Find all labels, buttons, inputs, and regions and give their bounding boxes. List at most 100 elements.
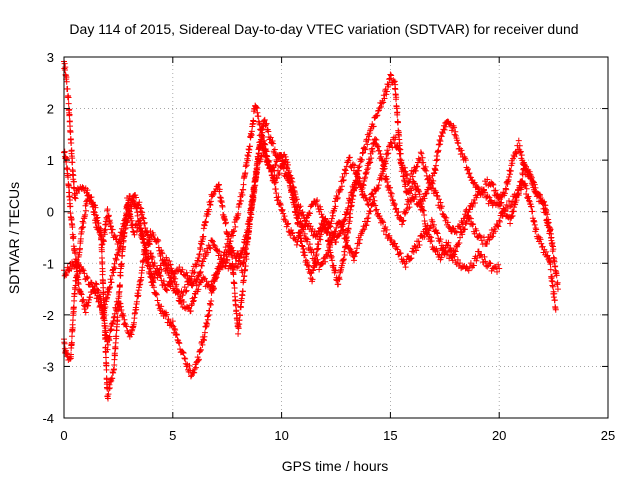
data-point-marker bbox=[347, 214, 354, 221]
data-point-marker bbox=[452, 128, 459, 135]
data-point-marker bbox=[105, 391, 112, 398]
data-point-marker bbox=[473, 227, 480, 234]
data-point-marker bbox=[197, 246, 204, 253]
data-point-marker bbox=[496, 218, 503, 225]
data-point-marker bbox=[549, 278, 556, 285]
data-point-marker bbox=[111, 260, 118, 267]
data-point-marker bbox=[235, 210, 242, 217]
data-point-marker bbox=[61, 148, 68, 155]
data-point-marker bbox=[145, 240, 152, 247]
data-point-marker bbox=[271, 179, 278, 186]
data-point-marker bbox=[288, 230, 295, 237]
data-point-marker bbox=[463, 164, 470, 171]
data-point-marker bbox=[325, 249, 332, 256]
data-point-marker bbox=[112, 265, 119, 272]
data-point-marker bbox=[186, 277, 193, 284]
data-point-marker bbox=[253, 174, 260, 181]
data-point-marker bbox=[392, 206, 399, 213]
data-point-marker bbox=[204, 211, 211, 218]
data-point-marker bbox=[106, 333, 113, 340]
data-point-marker bbox=[423, 230, 430, 237]
data-point-marker bbox=[532, 184, 539, 191]
data-point-marker bbox=[284, 159, 291, 166]
data-point-marker bbox=[372, 202, 379, 209]
data-point-marker bbox=[306, 263, 313, 270]
data-point-marker bbox=[281, 213, 288, 220]
data-point-marker bbox=[458, 147, 465, 154]
data-point-marker bbox=[159, 250, 166, 257]
data-point-marker bbox=[408, 198, 415, 205]
data-point-marker bbox=[106, 289, 113, 296]
data-point-marker bbox=[359, 150, 366, 157]
data-point-marker bbox=[118, 306, 125, 313]
data-point-marker bbox=[327, 223, 334, 230]
data-point-marker bbox=[428, 234, 435, 241]
data-point-marker bbox=[361, 146, 368, 153]
data-point-marker bbox=[353, 245, 360, 252]
data-point-marker bbox=[128, 217, 135, 224]
data-point-marker bbox=[129, 197, 136, 204]
data-point-marker bbox=[523, 185, 530, 192]
data-point-marker bbox=[329, 257, 336, 264]
data-point-marker bbox=[192, 364, 199, 371]
data-points bbox=[61, 58, 561, 402]
data-point-marker bbox=[438, 133, 445, 140]
data-point-marker bbox=[100, 290, 107, 297]
data-point-marker bbox=[494, 222, 501, 229]
data-point-marker bbox=[412, 193, 419, 200]
data-point-marker bbox=[554, 279, 561, 286]
data-point-marker bbox=[340, 256, 347, 263]
data-point-marker bbox=[264, 153, 271, 160]
data-point-marker bbox=[522, 182, 529, 189]
data-point-marker bbox=[378, 100, 385, 107]
data-point-marker bbox=[398, 159, 405, 166]
data-point-marker bbox=[400, 217, 407, 224]
data-point-marker bbox=[243, 250, 250, 257]
data-point-marker bbox=[429, 180, 436, 187]
data-point-marker bbox=[378, 153, 385, 160]
data-point-marker bbox=[446, 224, 453, 231]
y-tick-label: 0 bbox=[47, 205, 54, 220]
series-track-D bbox=[61, 134, 555, 402]
data-point-marker bbox=[238, 197, 245, 204]
data-point-marker bbox=[465, 170, 472, 177]
data-point-marker bbox=[415, 238, 422, 245]
data-point-marker bbox=[495, 261, 502, 268]
data-point-marker bbox=[367, 159, 374, 166]
data-point-marker bbox=[292, 197, 299, 204]
data-point-marker bbox=[324, 253, 331, 260]
data-point-marker bbox=[179, 266, 186, 273]
data-point-marker bbox=[342, 216, 349, 223]
data-point-marker bbox=[362, 174, 369, 181]
data-point-marker bbox=[314, 230, 321, 237]
data-point-marker bbox=[187, 307, 194, 314]
data-point-marker bbox=[375, 185, 382, 192]
data-point-marker bbox=[148, 270, 155, 277]
data-point-marker bbox=[294, 204, 301, 211]
data-point-marker bbox=[422, 226, 429, 233]
data-point-marker bbox=[193, 261, 200, 268]
data-point-marker bbox=[451, 247, 458, 254]
data-point-marker bbox=[343, 211, 350, 218]
data-point-marker bbox=[230, 271, 237, 278]
data-point-marker bbox=[69, 324, 76, 331]
data-point-marker bbox=[336, 276, 343, 283]
data-point-marker bbox=[124, 201, 131, 208]
data-point-marker bbox=[139, 209, 146, 216]
data-point-marker bbox=[131, 231, 138, 238]
data-point-marker bbox=[469, 221, 476, 228]
data-point-marker bbox=[120, 312, 127, 319]
data-point-marker bbox=[107, 284, 114, 291]
data-point-marker bbox=[356, 163, 363, 170]
data-point-marker bbox=[359, 227, 366, 234]
data-point-marker bbox=[291, 196, 298, 203]
data-point-marker bbox=[155, 270, 162, 277]
data-point-marker bbox=[225, 233, 232, 240]
data-point-marker bbox=[393, 243, 400, 250]
data-point-marker bbox=[66, 197, 73, 204]
data-point-marker bbox=[315, 241, 322, 248]
data-point-marker bbox=[371, 197, 378, 204]
data-point-marker bbox=[550, 246, 557, 253]
data-point-marker bbox=[172, 275, 179, 282]
data-point-marker bbox=[356, 236, 363, 243]
